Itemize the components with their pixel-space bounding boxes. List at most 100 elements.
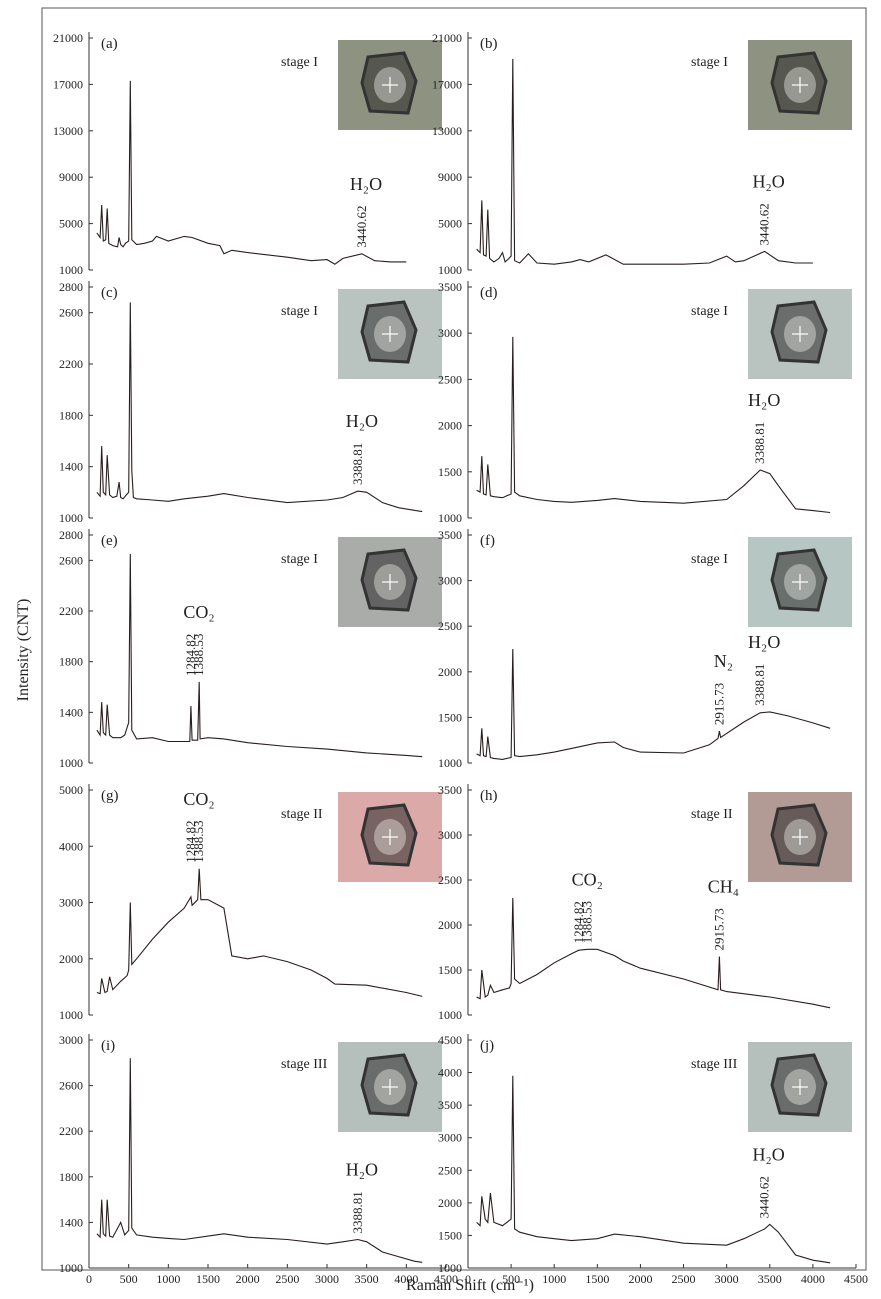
x-tick-label: 500 xyxy=(502,1272,520,1286)
panel-label: (j) xyxy=(480,1038,494,1054)
y-tick-label: 1000 xyxy=(438,511,462,525)
panel-label: (g) xyxy=(101,788,119,804)
y-tick-label: 3500 xyxy=(438,280,462,294)
y-tick-label: 2600 xyxy=(59,306,83,320)
y-tick-label: 1400 xyxy=(59,460,83,474)
x-tick-label: 1000 xyxy=(542,1272,566,1286)
inset-photo xyxy=(748,289,852,379)
y-tick-label: 2000 xyxy=(438,1196,462,1210)
panel-label: (b) xyxy=(480,36,498,52)
species-label: CH₄ xyxy=(708,877,739,897)
panel-label: (i) xyxy=(101,1038,115,1054)
y-tick-label: 5000 xyxy=(438,217,462,231)
x-tick-label: 1500 xyxy=(585,1272,609,1286)
stage-label: stage I xyxy=(281,552,318,567)
y-tick-label: 3000 xyxy=(59,896,83,910)
y-tick-label: 2200 xyxy=(59,357,83,371)
y-tick-label: 4000 xyxy=(59,839,83,853)
peak-label: 3388.81 xyxy=(752,664,767,706)
x-tick-label: 2500 xyxy=(672,1272,696,1286)
peak-label: 1388.53 xyxy=(580,901,595,943)
panel-label: (d) xyxy=(480,285,498,301)
y-tick-label: 21000 xyxy=(53,31,83,45)
y-tick-label: 2600 xyxy=(59,553,83,567)
y-tick-label: 1000 xyxy=(59,1261,83,1275)
y-tick-label: 21000 xyxy=(432,31,462,45)
y-tick-label: 2500 xyxy=(438,873,462,887)
y-tick-label: 3500 xyxy=(438,783,462,797)
y-tick-label: 1000 xyxy=(438,263,462,277)
panel-label: (c) xyxy=(101,285,118,301)
y-tick-label: 13000 xyxy=(53,124,83,138)
peak-label: 1284.82 xyxy=(183,821,198,863)
y-tick-label: 3500 xyxy=(438,528,462,542)
y-tick-label: 1000 xyxy=(59,1008,83,1022)
y-tick-label: 13000 xyxy=(432,124,462,138)
species-label: H₂O xyxy=(350,174,382,194)
peak-label: 3388.81 xyxy=(350,1191,365,1233)
inclusion-outline xyxy=(770,300,828,364)
y-tick-label: 1500 xyxy=(438,465,462,479)
panel-label: (e) xyxy=(101,533,118,549)
x-tick-label: 2500 xyxy=(275,1272,299,1286)
y-tick-label: 1400 xyxy=(59,705,83,719)
stage-label: stage I xyxy=(281,55,318,70)
y-tick-label: 3000 xyxy=(438,574,462,588)
x-tick-label: 2000 xyxy=(628,1272,652,1286)
spectrum-line xyxy=(476,648,831,760)
peak-label: 1284.82 xyxy=(571,901,586,943)
y-tick-label: 2000 xyxy=(59,952,83,966)
y-tick-label: 2800 xyxy=(59,528,83,542)
x-tick-label: 4500 xyxy=(434,1272,458,1286)
y-tick-label: 2500 xyxy=(438,619,462,633)
y-tick-label: 1000 xyxy=(59,756,83,770)
stage-label: stage I xyxy=(691,552,728,567)
inset-photo xyxy=(338,289,442,379)
y-tick-label: 17000 xyxy=(432,77,462,91)
y-tick-label: 4500 xyxy=(438,1033,462,1047)
inset-photo xyxy=(748,40,852,130)
x-tick-label: 3000 xyxy=(315,1272,339,1286)
peak-label: 3388.81 xyxy=(350,443,365,485)
y-tick-label: 4000 xyxy=(438,1066,462,1080)
y-tick-label: 9000 xyxy=(59,170,83,184)
y-tick-label: 2600 xyxy=(59,1079,83,1093)
inset-photo xyxy=(338,792,442,882)
y-tick-label: 2800 xyxy=(59,280,83,294)
y-tick-label: 1000 xyxy=(59,511,83,525)
y-tick-label: 2500 xyxy=(438,372,462,386)
y-axis-label: Intensity (CNT) xyxy=(15,599,32,702)
x-tick-label: 500 xyxy=(120,1272,138,1286)
inset-photo xyxy=(748,1042,852,1132)
peak-label: 3388.81 xyxy=(752,422,767,464)
stage-label: stage II xyxy=(691,807,733,822)
species-label: CO₂ xyxy=(183,602,214,622)
inset-photo xyxy=(338,1042,442,1132)
inclusion-outline xyxy=(770,1053,828,1117)
stage-label: stage I xyxy=(281,304,318,319)
y-tick-label: 3000 xyxy=(438,828,462,842)
peak-label: 2915.73 xyxy=(711,908,726,950)
species-label: N₂ xyxy=(714,651,733,671)
y-tick-label: 3000 xyxy=(438,1131,462,1145)
peak-label: 3440.62 xyxy=(757,1176,772,1218)
spectrum-line xyxy=(96,553,423,758)
spectrum-line xyxy=(476,58,813,265)
y-tick-label: 1500 xyxy=(438,1228,462,1242)
y-tick-label: 1800 xyxy=(59,655,83,669)
y-tick-label: 2000 xyxy=(438,665,462,679)
spectrum-line xyxy=(96,1058,423,1263)
y-tick-label: 3000 xyxy=(59,1033,83,1047)
y-tick-label: 5000 xyxy=(59,217,83,231)
inclusion-outline xyxy=(770,51,828,115)
inset-photo xyxy=(338,40,442,130)
panel-label: (h) xyxy=(480,788,498,804)
x-tick-label: 1000 xyxy=(156,1272,180,1286)
y-tick-label: 2200 xyxy=(59,1124,83,1138)
inset-photo xyxy=(338,537,442,627)
y-tick-label: 5000 xyxy=(59,783,83,797)
inclusion-outline xyxy=(360,51,418,115)
y-tick-label: 3500 xyxy=(438,1098,462,1112)
inset-photo xyxy=(748,537,852,627)
